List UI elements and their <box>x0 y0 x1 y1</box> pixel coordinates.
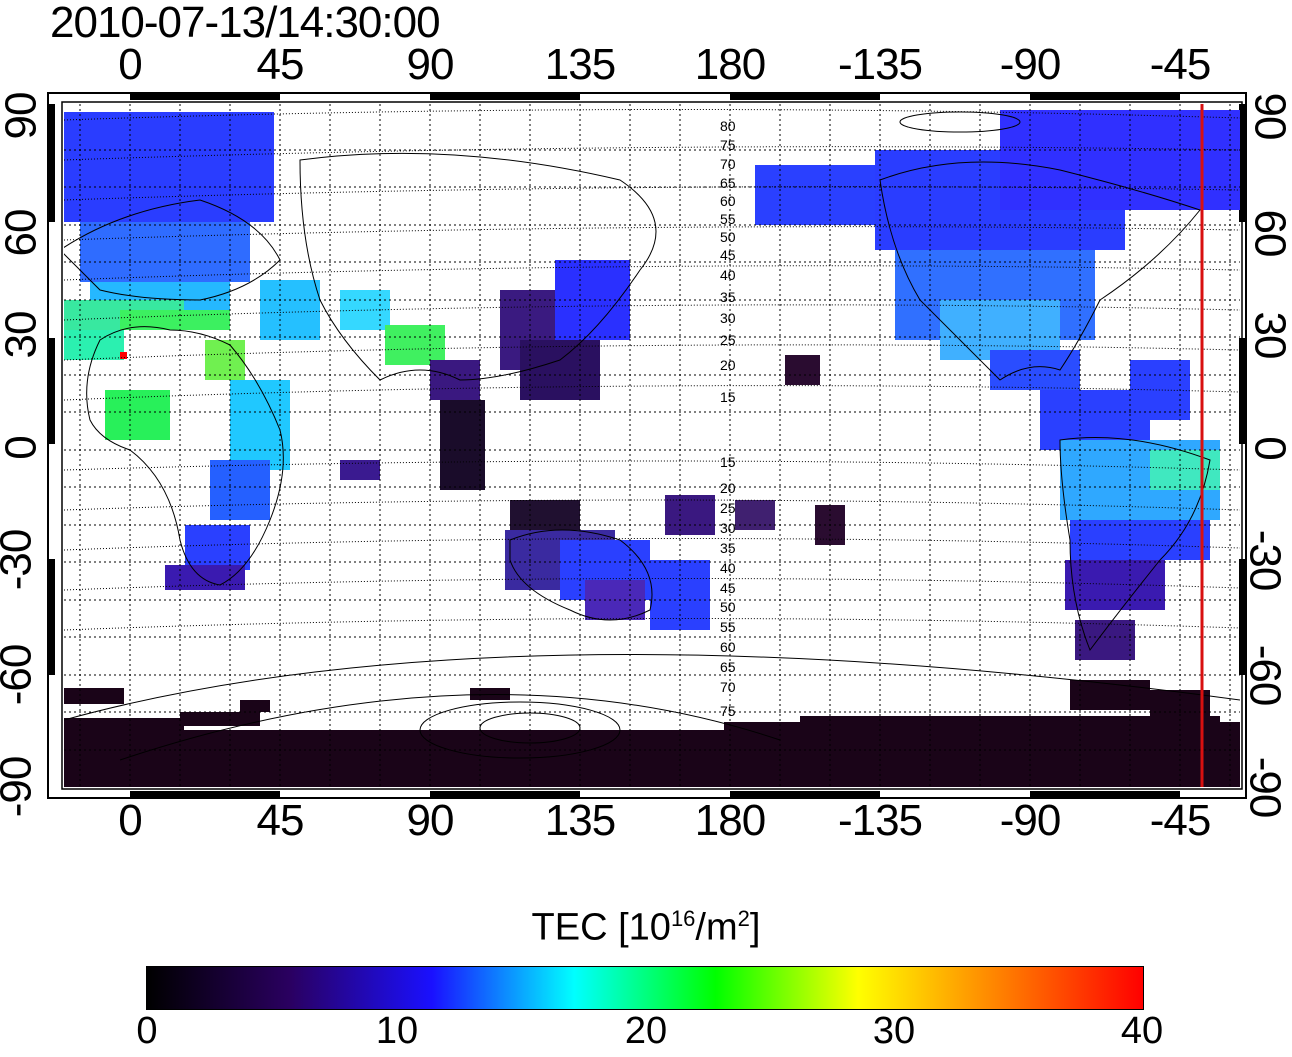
bottom-lon-tick: -45 <box>1149 796 1212 845</box>
map-inner-frame <box>61 101 1243 790</box>
contour-label: 55 <box>720 619 736 635</box>
graticule <box>64 104 1240 787</box>
contour-labels-north: 80 75 70 65 60 55 50 45 40 35 30 25 20 1… <box>720 118 736 405</box>
bottom-lon-tick: 45 <box>256 796 305 845</box>
colorbar-tick: 10 <box>375 1010 419 1052</box>
contour-label: 35 <box>720 540 736 556</box>
contour-label: 40 <box>720 560 736 576</box>
tec-region-asia-oceania <box>340 260 845 630</box>
colorbar-title-exponent: 16 <box>670 906 696 931</box>
colorbar-tick: 30 <box>872 1010 916 1052</box>
map-title: 2010-07-13/14:30:00 <box>50 0 441 47</box>
contour-label: 70 <box>720 156 736 172</box>
contour-label: 25 <box>720 500 736 516</box>
contour-label: 50 <box>720 599 736 615</box>
top-lon-tick: 90 <box>406 40 455 89</box>
contour-label: 65 <box>720 175 736 191</box>
contour-label: 70 <box>720 679 736 695</box>
map-outer-frame <box>47 92 1247 799</box>
colorbar <box>146 966 1144 1010</box>
top-lon-tick: 135 <box>544 40 616 89</box>
top-lon-tick: 180 <box>694 40 766 89</box>
bottom-lon-tick: 180 <box>694 796 766 845</box>
contour-label: 45 <box>720 247 736 263</box>
contour-label: 75 <box>720 137 736 153</box>
contour-label: 75 <box>720 703 736 719</box>
contour-label: 60 <box>720 193 736 209</box>
colorbar-title-end: ] <box>749 906 761 949</box>
contour-label: 35 <box>720 289 736 305</box>
contour-label: 15 <box>720 389 736 405</box>
colorbar-tick: 40 <box>1120 1010 1164 1052</box>
bottom-lon-tick: -90 <box>999 796 1062 845</box>
tec-region-americas <box>755 110 1240 660</box>
colorbar-title-text: TEC [10 <box>531 906 671 949</box>
contour-label: 20 <box>720 357 736 373</box>
top-lon-tick: -135 <box>837 40 923 89</box>
contour-label: 25 <box>720 332 736 348</box>
magnetic-latitude-contours-south <box>64 111 1240 761</box>
colorbar-title-unit-exponent: 2 <box>737 906 750 931</box>
contour-label: 55 <box>720 211 736 227</box>
contour-label: 50 <box>720 229 736 245</box>
magnetic-latitude-contours <box>64 108 1240 631</box>
colorbar-title: TEC [1016/m2] <box>0 906 1292 950</box>
contour-label: 40 <box>720 267 736 283</box>
top-lon-tick: -90 <box>999 40 1062 89</box>
contour-label: 45 <box>720 580 736 596</box>
contour-label: 65 <box>720 659 736 675</box>
bottom-lon-tick: 90 <box>406 796 455 845</box>
contour-label: 80 <box>720 118 736 134</box>
bottom-lon-tick: 135 <box>544 796 616 845</box>
top-lon-tick: 0 <box>118 40 143 89</box>
frame-scale-bars <box>48 93 1246 798</box>
coastlines <box>64 152 1211 652</box>
colorbar-title-unit: /m <box>695 906 738 949</box>
top-lon-tick: 45 <box>256 40 305 89</box>
contour-labels-south: 15 20 25 30 35 40 45 50 55 60 65 70 75 <box>720 454 736 719</box>
contour-label: 30 <box>720 310 736 326</box>
colorbar-tick: 20 <box>624 1010 668 1052</box>
tec-region-antarctica <box>64 680 1240 787</box>
contour-label: 30 <box>720 520 736 536</box>
tec-region-europe-africa <box>64 112 445 590</box>
top-lon-tick: -45 <box>1149 40 1212 89</box>
contour-label: 20 <box>720 480 736 496</box>
tec-map: 80 75 70 65 60 55 50 45 40 35 30 25 20 1… <box>47 92 1247 799</box>
bottom-lon-tick: -135 <box>837 796 923 845</box>
bottom-lon-tick: 0 <box>118 796 143 845</box>
contour-label: 15 <box>720 454 736 470</box>
contour-label: 60 <box>720 639 736 655</box>
colorbar-tick: 0 <box>136 1010 158 1052</box>
